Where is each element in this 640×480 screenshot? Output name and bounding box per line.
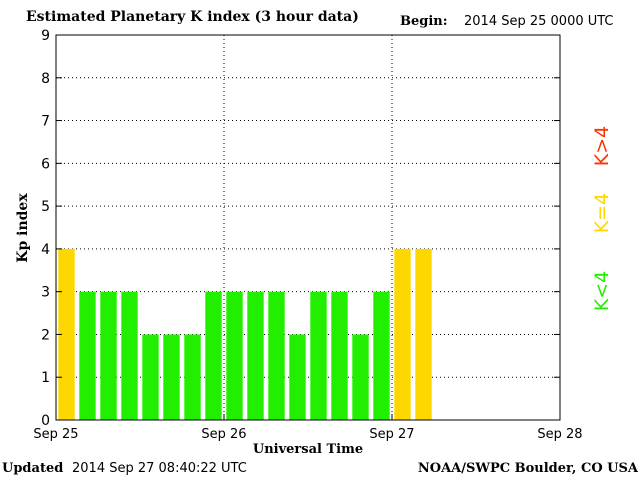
y-axis-ticks: 0 1 2 3 4 5 6 7 8 9 bbox=[41, 28, 560, 429]
x-tick-label-2: Sep 27 bbox=[369, 427, 414, 442]
x-tick-label-3: Sep 28 bbox=[537, 427, 582, 442]
bar-sep-25-21 bbox=[205, 291, 222, 420]
bar-sep-25-15 bbox=[163, 334, 180, 420]
bar-sep-25-00 bbox=[58, 248, 75, 420]
bar-sep-26-06 bbox=[268, 291, 285, 420]
bar-sep-26-21 bbox=[373, 291, 390, 420]
plot-frame bbox=[55, 34, 561, 421]
bar-sep-26-00 bbox=[226, 291, 243, 420]
x-tick-label-1: Sep 26 bbox=[201, 427, 246, 442]
y-tick-label-1: 1 bbox=[41, 370, 50, 386]
gridlines bbox=[56, 35, 560, 420]
bar-sep-26-09 bbox=[289, 334, 306, 420]
y-tick-label-2: 2 bbox=[41, 327, 50, 343]
y-tick-label-0: 0 bbox=[41, 413, 50, 429]
bar-sep-25-18 bbox=[184, 334, 201, 420]
footer-organization: NOAA/SWPC Boulder, CO USA bbox=[417, 461, 638, 476]
x-axis-ticks: Sep 25 Sep 26 Sep 27 Sep 28 bbox=[33, 414, 583, 442]
y-tick-label-6: 6 bbox=[41, 156, 50, 172]
y-tick-label-9: 9 bbox=[41, 28, 50, 44]
bar-sep-26-18 bbox=[352, 334, 369, 420]
y-tick-label-3: 3 bbox=[41, 285, 50, 301]
legend: K>4 K=4 K<4 bbox=[591, 126, 613, 311]
bar-sep-27-03 bbox=[415, 248, 432, 420]
legend-entry-below: K<4 bbox=[591, 271, 613, 311]
y-tick-label-5: 5 bbox=[41, 199, 50, 215]
legend-entry-equal: K=4 bbox=[591, 193, 613, 233]
bars bbox=[58, 248, 432, 420]
y-axis-label: Kp index bbox=[15, 193, 31, 263]
x-axis-label: Universal Time bbox=[253, 442, 363, 457]
bar-sep-25-09 bbox=[121, 291, 138, 420]
y-tick-label-4: 4 bbox=[41, 242, 50, 258]
bar-sep-25-12 bbox=[142, 334, 159, 420]
y-tick-label-8: 8 bbox=[41, 71, 50, 87]
bar-sep-26-12 bbox=[310, 291, 327, 420]
begin-value: 2014 Sep 25 0000 UTC bbox=[464, 14, 614, 29]
begin-label: Begin: bbox=[400, 14, 448, 29]
bar-sep-26-03 bbox=[247, 291, 264, 420]
bar-sep-27-00 bbox=[394, 248, 411, 420]
updated-label: Updated bbox=[2, 461, 64, 476]
legend-entry-above: K>4 bbox=[591, 126, 613, 166]
y-tick-label-7: 7 bbox=[41, 114, 50, 130]
bar-sep-25-06 bbox=[100, 291, 117, 420]
bar-sep-25-03 bbox=[79, 291, 96, 420]
chart-title: Estimated Planetary K index (3 hour data… bbox=[26, 9, 359, 25]
x-tick-label-0: Sep 25 bbox=[33, 427, 78, 442]
bar-sep-26-15 bbox=[331, 291, 348, 420]
updated-timestamp: 2014 Sep 27 08:40:22 UTC bbox=[72, 461, 247, 476]
